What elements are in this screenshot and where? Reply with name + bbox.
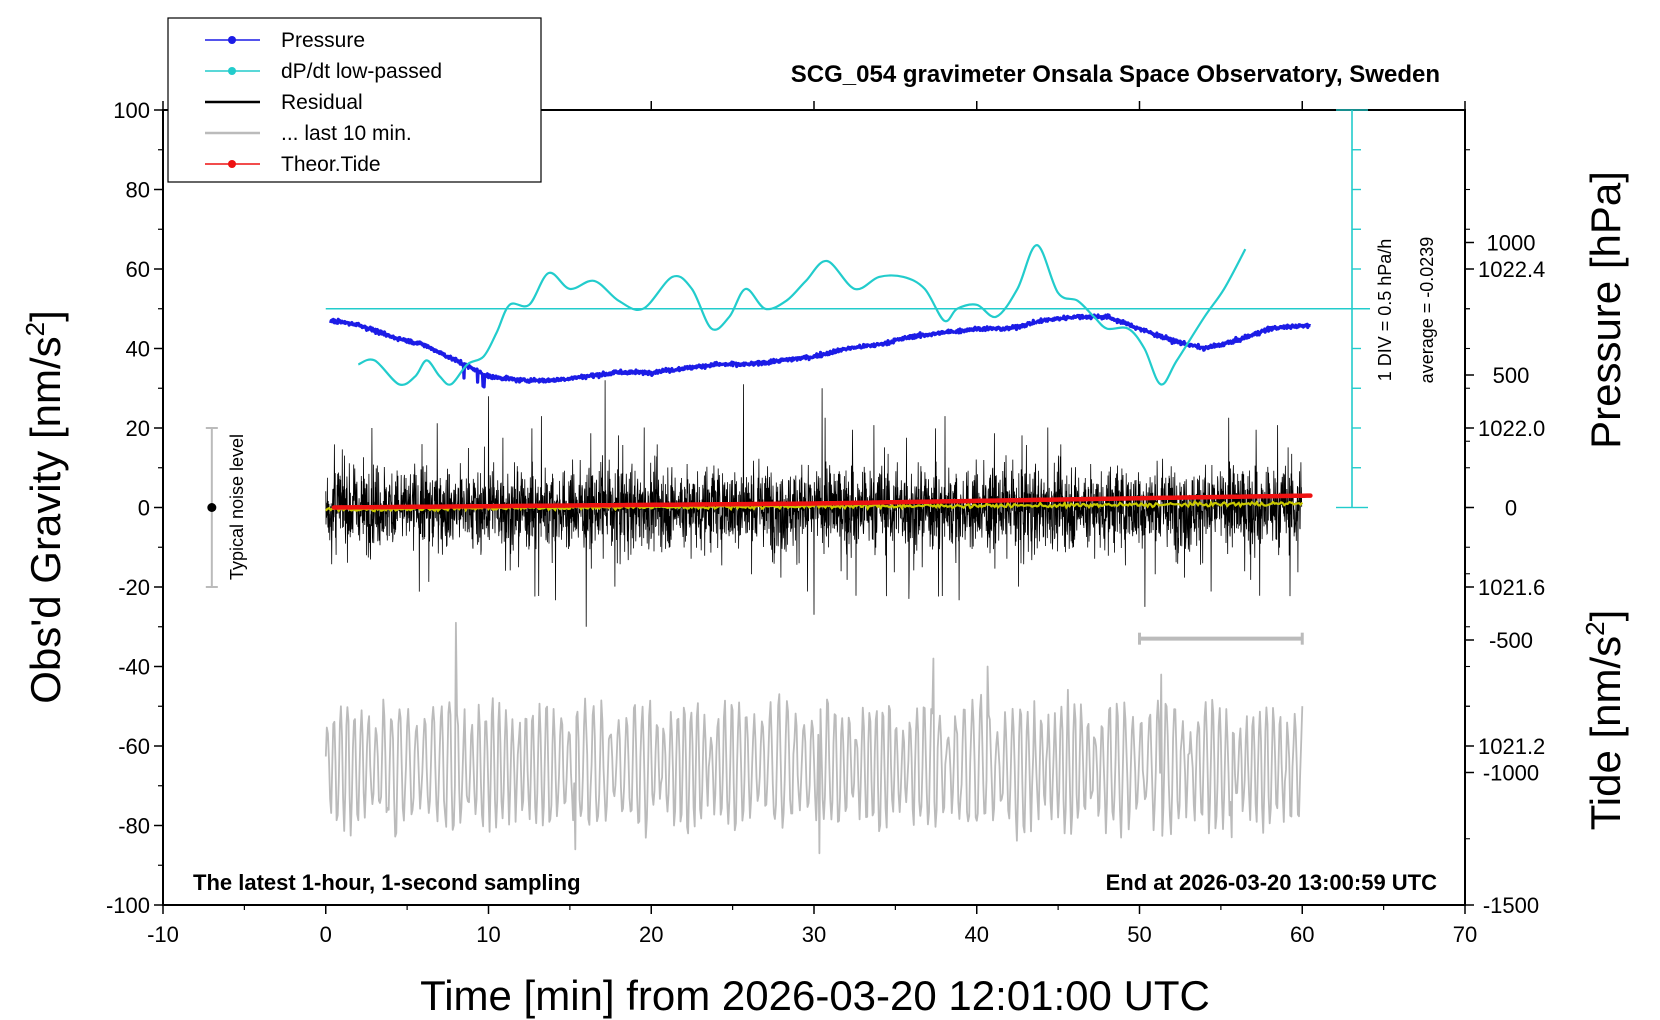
legend-swatch-marker xyxy=(228,67,236,75)
tide-axis-ticks: 1000 500 0 -500 -1000 -1500 xyxy=(1465,231,1539,918)
residual-smoothed-line xyxy=(324,500,1304,513)
last10-range-marker xyxy=(1138,632,1304,645)
tide-tick-label: -1500 xyxy=(1483,893,1539,918)
legend-label: dP/dt low-passed xyxy=(281,60,442,83)
x-tick-label: 10 xyxy=(476,922,500,947)
dpdt-scale-axis xyxy=(1336,109,1368,509)
last10-line xyxy=(324,621,1304,855)
x-axis-ticks: -10 0 10 20 30 40 50 60 70 xyxy=(147,101,1477,947)
last10-series xyxy=(324,621,1304,855)
left-tick-label: -60 xyxy=(118,734,150,759)
left-axis-label: Obs'd Gravity [nm/s2] xyxy=(20,310,69,704)
left-tick-label: -80 xyxy=(118,814,150,839)
dpdt-series xyxy=(325,244,1370,386)
legend: Pressure dP/dt low-passed Residual ... last… xyxy=(167,17,542,183)
tide-tick-label: -500 xyxy=(1489,628,1533,653)
legend-label: Theor.Tide xyxy=(281,153,381,176)
tide-tick-label: 0 xyxy=(1505,496,1517,521)
pressure-tick-label: 1022.0 xyxy=(1478,416,1545,441)
tide-series xyxy=(331,493,1313,510)
left-tick-label: 60 xyxy=(126,257,150,282)
pressure-series xyxy=(329,313,1312,389)
pressure-axis-label: Pressure [hPa] xyxy=(1582,171,1629,449)
left-axis-ticks: 100 80 60 40 20 0 -20 -40 -60 -80 -100 xyxy=(106,98,163,918)
pressure-tick-label: 1021.2 xyxy=(1478,734,1545,759)
x-tick-label: 40 xyxy=(965,922,989,947)
noise-bar-dot xyxy=(207,503,217,512)
left-tick-label: 20 xyxy=(126,416,150,441)
annotation-sampling: The latest 1-hour, 1-second sampling xyxy=(193,870,581,895)
left-tick-label: -100 xyxy=(106,893,150,918)
x-axis-label: Time [min] from 2026-03-20 12:01:00 UTC xyxy=(420,972,1210,1019)
residual-series xyxy=(325,380,1303,627)
annotation-end-time: End at 2026-03-20 13:00:59 UTC xyxy=(1106,870,1437,895)
left-tick-label: 0 xyxy=(138,496,150,521)
pressure-line xyxy=(329,313,1312,389)
x-tick-label: 50 xyxy=(1127,922,1151,947)
left-tick-label: 80 xyxy=(126,178,150,203)
legend-swatch-marker xyxy=(228,36,236,44)
pressure-axis-ticks: 1022.4 1022.0 1021.6 1021.2 xyxy=(1465,149,1545,759)
dpdt-average-label: average = -0.0239 xyxy=(1417,237,1437,384)
x-tick-label: 20 xyxy=(639,922,663,947)
left-tick-label: -20 xyxy=(118,575,150,600)
x-tick-label: 0 xyxy=(320,922,332,947)
legend-box xyxy=(167,17,542,183)
legend-items: Pressure dP/dt low-passed Residual ... last… xyxy=(205,29,442,176)
x-tick-label: 60 xyxy=(1290,922,1314,947)
pressure-tick-label: 1022.4 xyxy=(1478,257,1545,282)
tide-line xyxy=(331,493,1313,510)
legend-swatch-marker xyxy=(228,160,236,168)
x-tick-label: 70 xyxy=(1453,922,1477,947)
chart-title: SCG_054 gravimeter Onsala Space Observat… xyxy=(791,61,1440,88)
left-tick-label: 100 xyxy=(113,98,150,123)
noise-level-bar xyxy=(205,427,218,588)
residual-smoothed-series xyxy=(324,500,1304,513)
dpdt-line xyxy=(357,244,1247,386)
noise-level-label: Typical noise level xyxy=(227,434,247,580)
tide-tick-label: 1000 xyxy=(1487,231,1536,256)
tide-tick-label: 500 xyxy=(1493,363,1530,388)
x-tick-label: -10 xyxy=(147,922,179,947)
x-tick-label: 30 xyxy=(802,922,826,947)
left-tick-label: 40 xyxy=(126,337,150,362)
legend-label: Residual xyxy=(281,91,363,114)
left-tick-label: -40 xyxy=(118,655,150,680)
dpdt-scale-label: 1 DIV = 0.5 hPa/h xyxy=(1375,239,1395,382)
pressure-tick-label: 1021.6 xyxy=(1478,575,1545,600)
tide-axis-label: Tide [nm/s2] xyxy=(1580,610,1629,831)
residual-line xyxy=(325,380,1303,627)
legend-label: ... last 10 min. xyxy=(281,122,412,145)
legend-label: Pressure xyxy=(281,29,365,52)
tide-tick-label: -1000 xyxy=(1483,761,1539,786)
